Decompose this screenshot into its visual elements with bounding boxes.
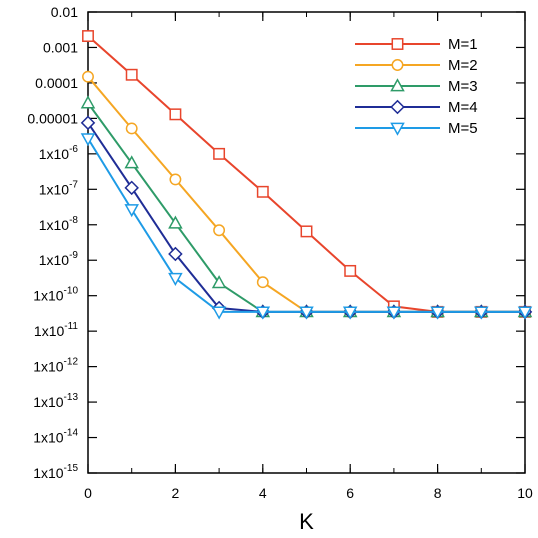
legend-marker <box>390 99 405 115</box>
data-point <box>124 204 139 218</box>
data-point <box>256 276 269 289</box>
legend-label: M=1 <box>448 36 478 53</box>
data-point <box>168 246 183 262</box>
data-point <box>168 215 183 229</box>
data-point <box>80 115 96 131</box>
legend-marker <box>390 78 405 92</box>
data-point <box>82 70 94 83</box>
legend-marker <box>391 59 404 71</box>
x-tick-label: 2 <box>172 485 180 501</box>
x-axis-title: K <box>299 509 314 534</box>
data-point <box>300 225 313 238</box>
x-tick-label: 10 <box>517 485 533 501</box>
y-tick-label: 0.01 <box>51 4 78 20</box>
data-point <box>344 264 357 277</box>
data-point <box>213 224 226 237</box>
data-point <box>169 173 182 186</box>
series-m-4 <box>80 115 533 320</box>
x-tick-label: 0 <box>84 485 92 501</box>
data-point <box>80 133 96 147</box>
y-tick-label: 0.00001 <box>27 110 78 126</box>
data-point <box>517 306 533 320</box>
y-tick-label: 1x10-15 <box>33 463 78 481</box>
y-tick-label: 1x10-13 <box>33 392 78 410</box>
data-point <box>211 275 227 289</box>
data-point <box>125 68 138 81</box>
data-point <box>124 155 139 169</box>
series-lines <box>80 30 533 320</box>
data-point <box>213 147 226 160</box>
legend-marker <box>391 38 404 50</box>
data-point <box>299 306 314 320</box>
y-tick-label: 1x10-12 <box>33 357 78 375</box>
y-tick-label: 0.0001 <box>35 75 78 91</box>
y-tick-label: 1x10-7 <box>39 179 79 197</box>
legend-entry: M=1 <box>355 36 478 53</box>
legend-label: M=4 <box>448 99 478 116</box>
legend-label: M=3 <box>448 78 478 95</box>
series-line <box>87 137 525 313</box>
y-tick-label: 1x10-11 <box>34 321 79 339</box>
data-point <box>342 306 358 320</box>
y-tick-label: 0.001 <box>43 39 78 55</box>
legend-marker <box>390 122 405 136</box>
legend-entry: M=3 <box>355 78 478 95</box>
y-tick-label: 1x10-9 <box>39 250 79 268</box>
data-point <box>386 306 402 320</box>
data-point <box>82 30 94 42</box>
legend-entry: M=2 <box>355 57 478 74</box>
y-tick-label: 1x10-10 <box>33 286 78 304</box>
y-tick-label: 1x10-6 <box>39 144 79 162</box>
legend-label: M=2 <box>448 57 478 74</box>
legend-entry: M=4 <box>355 99 478 116</box>
axes: 0 2 4 6 8 10 0.01 0.001 0.0001 0.00001 1x10-6 1x10-… <box>27 4 533 501</box>
data-point <box>80 95 96 109</box>
data-point <box>474 306 489 320</box>
legend: M=1 M=2 M=3 M=4 M=5 <box>355 36 478 137</box>
data-point <box>211 306 227 320</box>
series-m-5 <box>80 133 533 320</box>
data-point <box>256 185 269 198</box>
data-point <box>255 306 271 320</box>
legend-entry: M=5 <box>355 120 478 137</box>
data-point <box>168 272 183 287</box>
x-tick-label: 8 <box>434 485 442 501</box>
y-tick-label: 1x10-8 <box>39 215 79 233</box>
x-tick-label: 6 <box>346 485 354 501</box>
data-point <box>169 108 182 121</box>
y-tick-label: 1x10-14 <box>33 428 78 446</box>
x-tick-label: 4 <box>259 485 267 501</box>
data-point <box>124 180 139 196</box>
legend-label: M=5 <box>448 120 478 137</box>
series-line <box>87 122 525 313</box>
data-point <box>125 122 138 135</box>
data-point <box>430 306 445 320</box>
